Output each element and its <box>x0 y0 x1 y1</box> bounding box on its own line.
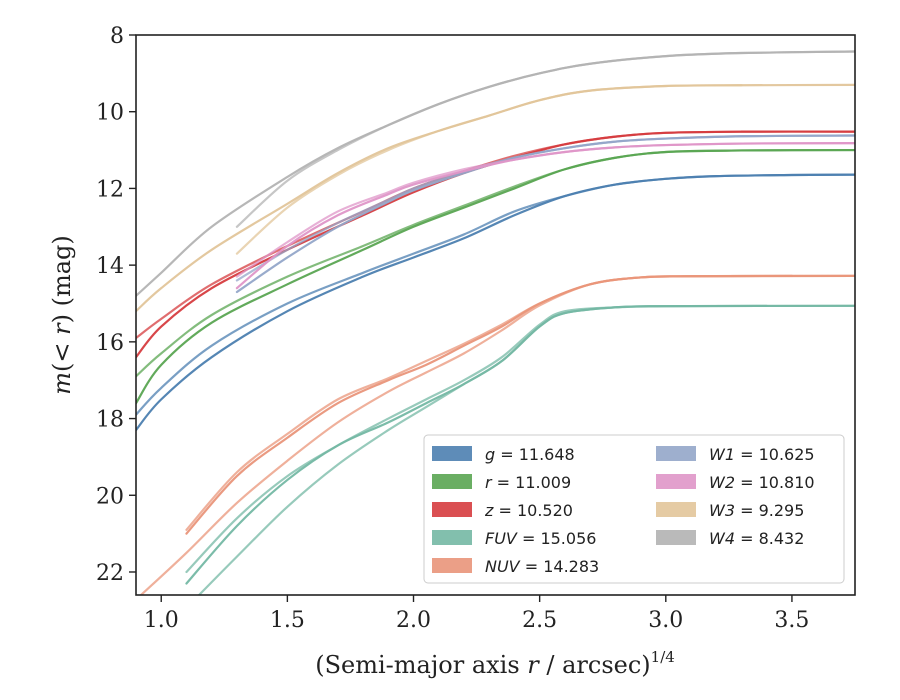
plot-frame <box>135 34 856 596</box>
y-axis-label: m(< r) (mag) <box>48 235 76 395</box>
y-tick-label: 18 <box>96 408 124 433</box>
legend-entry-FUV: FUV = 15.056 <box>432 529 596 548</box>
x-tick-label: 2.0 <box>396 608 431 633</box>
legend-swatch <box>656 530 696 545</box>
legend-label: W1 = 10.625 <box>709 445 815 464</box>
y-tick-label: 14 <box>96 254 124 279</box>
y-tick-label: 16 <box>96 331 124 356</box>
x-tick-label: 1.5 <box>270 608 305 633</box>
y-tick-label: 12 <box>96 177 124 202</box>
series-W4 <box>136 50 855 297</box>
legend-label: g = 11.648 <box>485 445 575 464</box>
series-FUV <box>185 304 855 595</box>
y-tick-label: 22 <box>96 561 124 586</box>
legend-entry-W3: W3 = 9.295 <box>656 501 804 520</box>
legend-label: W2 = 10.810 <box>709 473 815 492</box>
legend-label: W3 = 9.295 <box>709 501 804 520</box>
series-line-NUV-3 <box>139 274 855 595</box>
series-line-FUV-3 <box>197 304 855 595</box>
legend-frame <box>423 434 845 584</box>
legend-swatch <box>656 474 696 489</box>
legend-swatch <box>432 530 472 545</box>
legend-entry-W1: W1 = 10.625 <box>656 445 815 464</box>
legend-entry-NUV: NUV = 14.283 <box>432 557 599 576</box>
legend-label: z = 10.520 <box>484 501 573 520</box>
series-line-g-2 <box>136 173 855 416</box>
legend-label: r = 11.009 <box>485 473 571 492</box>
y-tick-label: 10 <box>96 101 124 126</box>
legend-entry-W4: W4 = 8.432 <box>656 529 804 548</box>
x-tick-label: 2.5 <box>522 608 557 633</box>
legend-label: W4 = 8.432 <box>709 529 804 548</box>
series-g <box>136 173 855 432</box>
legend-label: NUV = 14.283 <box>485 557 599 576</box>
y-tick-label: 20 <box>96 484 124 509</box>
legend-entry-z: z = 10.520 <box>432 501 573 520</box>
y-tick-label: 8 <box>110 24 124 49</box>
legend-swatch <box>432 474 472 489</box>
series-line-W3-2 <box>235 84 743 255</box>
x-tick-label: 3.5 <box>774 608 809 633</box>
legend: g = 11.648 r = 11.009 z = 10.520 FUV = 15.0… <box>423 434 845 584</box>
legend-entry-g: g = 11.648 <box>432 445 575 464</box>
series-r <box>136 148 855 405</box>
legend-swatch <box>432 502 472 517</box>
series-line-W4-2 <box>235 50 855 228</box>
legend-swatch <box>656 502 696 517</box>
series-NUV <box>139 274 855 595</box>
legend-swatch <box>432 446 472 461</box>
legend-entry-W2: W2 = 10.810 <box>656 473 815 492</box>
series-W3 <box>136 83 855 313</box>
legend-swatch <box>432 558 472 573</box>
legend-entry-r: r = 11.009 <box>432 473 571 492</box>
plot-area <box>136 50 855 595</box>
series-W2 <box>235 142 855 290</box>
x-tick-label: 1.0 <box>144 608 179 633</box>
series-line-r-2 <box>136 148 855 378</box>
x-tick-label: 3.0 <box>648 608 683 633</box>
series-line-W2-2 <box>235 142 855 278</box>
legend-swatch <box>656 446 696 461</box>
axes-ticks: 1.0 1.5 2.0 2.5 3.0 3.5 8 10 12 14 16 18 20 22 <box>96 24 809 633</box>
x-axis-label: (Semi-major axis r / arcsec)1/4 <box>315 648 675 679</box>
legend-label: FUV = 15.056 <box>485 529 596 548</box>
